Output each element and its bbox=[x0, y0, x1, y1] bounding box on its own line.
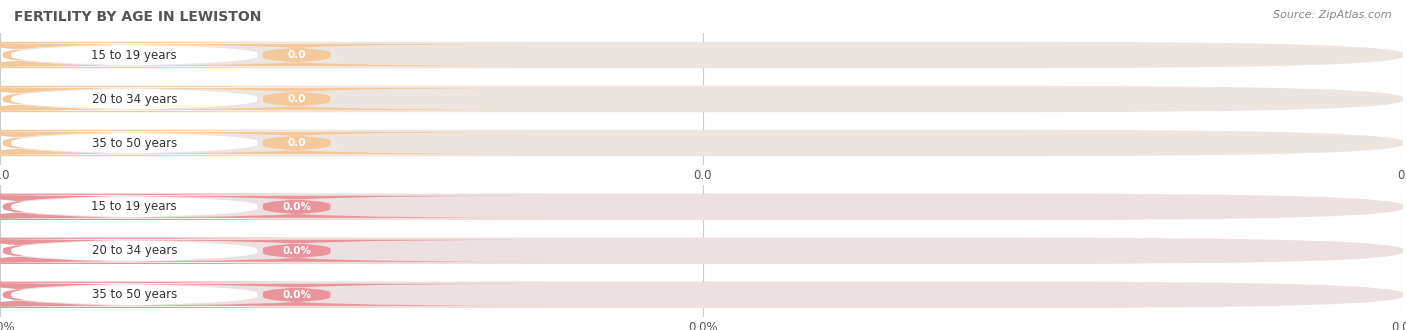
FancyBboxPatch shape bbox=[3, 42, 1403, 68]
FancyBboxPatch shape bbox=[0, 131, 349, 155]
FancyBboxPatch shape bbox=[49, 132, 544, 154]
FancyBboxPatch shape bbox=[3, 130, 1403, 156]
FancyBboxPatch shape bbox=[0, 194, 382, 220]
FancyBboxPatch shape bbox=[49, 284, 544, 306]
FancyBboxPatch shape bbox=[0, 42, 382, 68]
Text: 35 to 50 years: 35 to 50 years bbox=[91, 137, 177, 149]
FancyBboxPatch shape bbox=[3, 194, 1403, 220]
FancyBboxPatch shape bbox=[0, 130, 382, 156]
FancyBboxPatch shape bbox=[49, 88, 544, 110]
FancyBboxPatch shape bbox=[0, 239, 349, 263]
FancyBboxPatch shape bbox=[3, 86, 1403, 112]
FancyBboxPatch shape bbox=[0, 195, 349, 219]
FancyBboxPatch shape bbox=[3, 238, 1403, 264]
Text: 0.0%: 0.0% bbox=[283, 202, 311, 212]
Text: FERTILITY BY AGE IN LEWISTON: FERTILITY BY AGE IN LEWISTON bbox=[14, 10, 262, 24]
Text: 20 to 34 years: 20 to 34 years bbox=[91, 244, 177, 257]
FancyBboxPatch shape bbox=[49, 196, 544, 218]
FancyBboxPatch shape bbox=[49, 240, 544, 262]
FancyBboxPatch shape bbox=[0, 283, 349, 307]
FancyBboxPatch shape bbox=[0, 238, 382, 264]
FancyBboxPatch shape bbox=[0, 281, 382, 308]
Text: Source: ZipAtlas.com: Source: ZipAtlas.com bbox=[1274, 10, 1392, 20]
Text: 0.0%: 0.0% bbox=[283, 246, 311, 256]
Text: 0.0: 0.0 bbox=[287, 94, 307, 104]
FancyBboxPatch shape bbox=[0, 87, 349, 111]
FancyBboxPatch shape bbox=[49, 44, 544, 66]
Text: 15 to 19 years: 15 to 19 years bbox=[91, 200, 177, 213]
Text: 20 to 34 years: 20 to 34 years bbox=[91, 92, 177, 106]
Text: 0.0: 0.0 bbox=[287, 50, 307, 60]
FancyBboxPatch shape bbox=[0, 86, 382, 112]
Text: 35 to 50 years: 35 to 50 years bbox=[91, 288, 177, 301]
FancyBboxPatch shape bbox=[3, 281, 1403, 308]
Text: 0.0: 0.0 bbox=[287, 138, 307, 148]
Text: 0.0%: 0.0% bbox=[283, 290, 311, 300]
Text: 15 to 19 years: 15 to 19 years bbox=[91, 49, 177, 61]
FancyBboxPatch shape bbox=[0, 43, 349, 67]
